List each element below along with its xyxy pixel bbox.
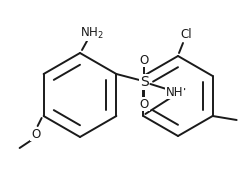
Text: S: S <box>140 75 149 89</box>
Text: NH: NH <box>166 85 183 98</box>
Text: Cl: Cl <box>180 27 192 41</box>
Text: O: O <box>31 127 40 141</box>
Text: O: O <box>140 54 149 66</box>
Text: NH$_2$: NH$_2$ <box>80 26 104 41</box>
Text: O: O <box>140 98 149 111</box>
